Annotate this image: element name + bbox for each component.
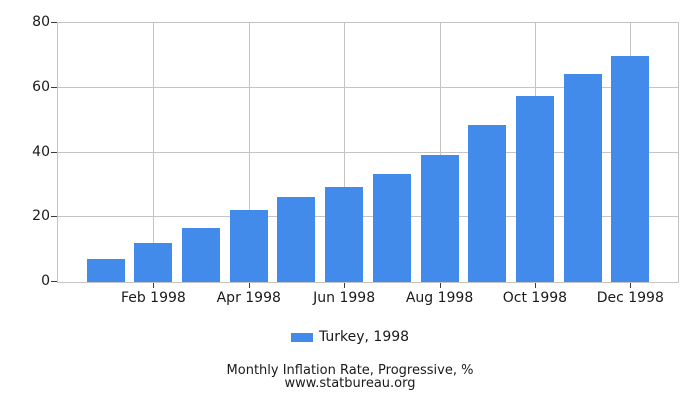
legend: Turkey, 1998 [0,330,700,344]
y-tick-60 [51,86,57,88]
x-tick-feb-1998 [153,283,155,288]
chart-title: Monthly Inflation Rate, Progressive, % [226,363,474,378]
y-axis-label-0: 0 [41,273,50,289]
y-tick-40 [51,151,57,153]
x-axis-label-oct-1998: Oct 1998 [502,290,568,306]
bar-apr-1998 [229,210,268,282]
x-gridline-6 [344,23,346,282]
y-gridline-20 [58,216,678,218]
legend-label: Turkey, 1998 [318,329,410,345]
bar-jan-1998 [86,258,125,282]
bar-feb-1998 [134,243,173,282]
y-axis-label-20: 20 [32,208,50,225]
x-gridline-4 [248,23,250,282]
x-axis-label-apr-1998: Apr 1998 [216,290,281,306]
bar-nov-1998 [563,73,602,282]
y-axis-label-60: 60 [32,78,50,95]
bar-jun-1998 [325,187,364,282]
plot-area [57,22,679,283]
x-axis-label-aug-1998: Aug 1998 [405,290,474,306]
y-gridline-60 [58,86,678,88]
bar-sep-1998 [468,125,507,282]
bar-aug-1998 [420,155,459,282]
y-axis-label-80: 80 [32,14,50,30]
x-tick-apr-1998 [248,283,250,288]
bar-oct-1998 [515,95,554,282]
x-axis-label-jun-1998: Jun 1998 [313,290,376,306]
chart-footer: Monthly Inflation Rate, Progressive, % w… [0,364,700,390]
x-gridline-8 [439,23,441,282]
x-axis-label-feb-1998: Feb 1998 [120,290,186,306]
x-tick-aug-1998 [439,283,441,288]
chart-source: www.statbureau.org [284,376,416,391]
x-tick-dec-1998 [630,283,632,288]
y-tick-20 [51,216,57,218]
y-tick-80 [51,22,57,23]
bar-mar-1998 [182,228,221,282]
y-gridline-40 [58,151,678,153]
bar-jul-1998 [372,173,411,282]
x-tick-oct-1998 [534,283,536,288]
legend-swatch [290,332,313,342]
x-gridline-2 [153,23,155,282]
y-axis-label-40: 40 [32,143,50,160]
bar-may-1998 [277,196,316,282]
y-tick-0 [51,281,57,282]
x-tick-jun-1998 [344,283,346,288]
x-axis-label-dec-1998: Dec 1998 [596,290,664,306]
bar-dec-1998 [611,55,650,282]
